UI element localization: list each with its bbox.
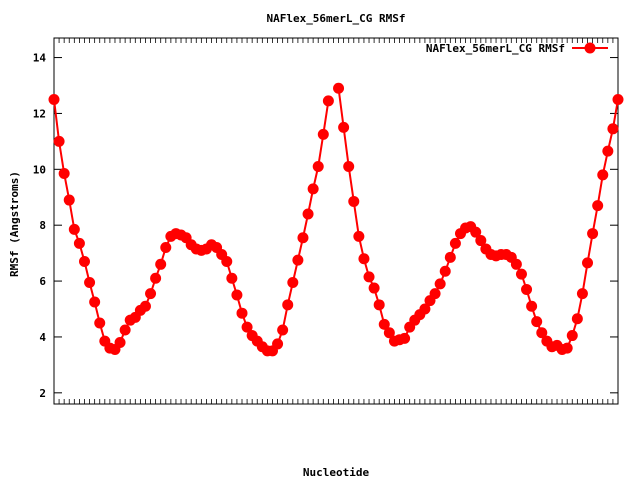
data-point-91 (510, 258, 522, 270)
data-point-66 (383, 327, 395, 339)
data-point-52 (312, 161, 324, 173)
plot-frame (53, 37, 619, 405)
data-point-53 (317, 128, 329, 140)
data-point-22 (160, 242, 172, 254)
data-point-54 (322, 95, 334, 107)
data-point-45 (277, 324, 289, 336)
data-point-107 (592, 200, 604, 212)
data-point-49 (297, 232, 309, 244)
y-tick-label-1: 4 (39, 331, 46, 344)
data-point-77 (439, 265, 451, 277)
data-point-111 (612, 93, 624, 105)
data-point-36 (231, 289, 243, 301)
data-point-51 (307, 183, 319, 195)
data-point-69 (399, 332, 411, 344)
data-point-110 (607, 123, 619, 135)
data-point-3 (63, 194, 75, 206)
data-point-94 (526, 300, 538, 312)
data-point-46 (282, 299, 294, 311)
data-point-47 (287, 276, 299, 288)
data-point-73 (419, 303, 431, 315)
data-point-4 (68, 223, 80, 235)
data-point-104 (576, 288, 588, 300)
data-point-9 (94, 317, 106, 329)
data-point-20 (150, 272, 162, 284)
data-point-62 (363, 271, 375, 283)
y-tick-label-2: 6 (39, 275, 46, 288)
data-point-14 (119, 324, 131, 336)
data-point-96 (536, 327, 548, 339)
data-point-92 (515, 268, 527, 280)
data-point-37 (236, 307, 248, 319)
data-point-75 (429, 288, 441, 300)
data-point-59 (348, 195, 360, 207)
x-axis-ticks (53, 38, 619, 404)
data-point-35 (226, 272, 238, 284)
series-line-segment-0 (53, 99, 330, 352)
data-point-105 (582, 257, 594, 269)
data-point-64 (373, 299, 385, 311)
data-point-56 (333, 82, 345, 94)
data-point-19 (145, 288, 157, 300)
y-axis-label: RMSf (Angstroms) (8, 171, 21, 277)
data-point-2 (58, 168, 70, 179)
data-point-93 (521, 283, 533, 295)
data-point-5 (73, 237, 85, 249)
data-point-79 (449, 237, 461, 249)
legend-marker (584, 42, 596, 54)
data-point-106 (587, 228, 599, 240)
chart-title: NAFlex_56merL_CG RMSf (266, 12, 405, 25)
data-point-95 (531, 316, 543, 328)
data-point-13 (114, 337, 126, 349)
data-point-18 (139, 300, 151, 312)
data-point-21 (155, 258, 167, 270)
data-point-109 (602, 145, 614, 157)
data-point-8 (89, 296, 101, 308)
x-axis-label: Nucleotide (303, 466, 370, 479)
data-point-57 (338, 121, 350, 133)
data-point-103 (571, 313, 583, 325)
data-point-84 (475, 235, 487, 247)
data-point-0 (48, 93, 60, 105)
data-point-102 (566, 330, 578, 342)
data-point-38 (241, 321, 253, 333)
data-point-65 (378, 318, 390, 330)
data-point-83 (470, 226, 482, 238)
y-tick-label-0: 2 (39, 387, 46, 400)
data-point-1 (53, 135, 65, 147)
data-point-44 (272, 338, 284, 350)
data-point-6 (78, 256, 90, 268)
y-axis-ticks: 2 4 6 8 10 12 14 (33, 52, 618, 400)
series-layer (48, 82, 624, 357)
data-point-61 (358, 253, 370, 265)
legend-label: NAFlex_56merL_CG RMSf (426, 42, 565, 55)
y-tick-label-4: 10 (33, 163, 46, 176)
y-tick-label-5: 12 (33, 107, 46, 120)
data-point-34 (221, 256, 233, 268)
series-line-segment-1 (337, 88, 619, 351)
data-point-63 (368, 282, 380, 294)
y-tick-label-6: 14 (33, 52, 47, 65)
data-point-108 (597, 169, 609, 181)
data-point-48 (292, 254, 304, 266)
data-point-58 (343, 161, 355, 173)
data-point-50 (302, 208, 314, 220)
y-tick-label-3: 8 (39, 219, 46, 232)
data-point-60 (353, 230, 365, 242)
data-point-7 (84, 276, 96, 288)
legend: NAFlex_56merL_CG RMSf (426, 42, 608, 55)
data-point-76 (434, 278, 446, 290)
data-point-78 (444, 251, 456, 263)
data-point-101 (561, 342, 573, 354)
